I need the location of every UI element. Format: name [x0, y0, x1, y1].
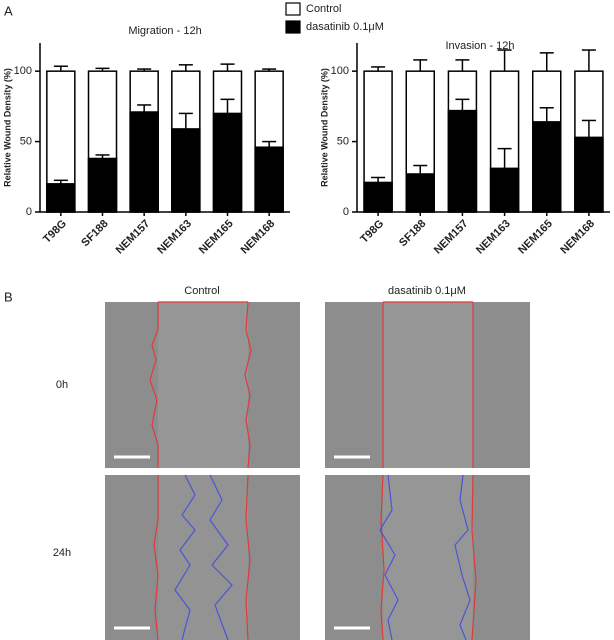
bar — [212, 112, 243, 213]
y-tick-label: 0 — [26, 206, 32, 218]
bar — [171, 128, 201, 213]
x-tick-label: NEM168 — [558, 218, 597, 257]
wound-outline — [382, 301, 474, 468]
y-axis-label: Relative Wound Density (%) — [319, 68, 329, 187]
bar — [532, 121, 562, 213]
x-tick-label: NEM163 — [155, 218, 194, 257]
legend-label: dasatinib 0.1μM — [306, 21, 384, 33]
column-title: Control — [184, 285, 219, 297]
chart-title: Invasion - 12h — [445, 40, 514, 52]
bar — [447, 109, 478, 213]
x-tick-label: NEM157 — [432, 218, 471, 257]
wound-area — [383, 302, 473, 468]
chart-title: Migration - 12h — [128, 25, 201, 37]
bar — [129, 111, 159, 213]
legend-swatch — [285, 20, 301, 34]
column-title: dasatinib 0.1μM — [388, 285, 466, 297]
bar — [254, 146, 284, 213]
x-tick-label: SF188 — [79, 218, 110, 249]
y-tick-label: 50 — [20, 135, 32, 147]
bar — [363, 181, 393, 213]
wound-area — [158, 302, 248, 468]
panel-label: A — [4, 3, 13, 18]
micrograph-grid — [105, 301, 530, 640]
x-tick-label: NEM165 — [516, 218, 555, 257]
y-axis-label: Relative Wound Density (%) — [2, 68, 12, 187]
x-tick-label: NEM163 — [474, 218, 513, 257]
panel-label: B — [4, 289, 13, 304]
legend-label: Control — [306, 3, 341, 15]
y-tick-label: 100 — [331, 65, 349, 77]
y-tick-label: 50 — [337, 135, 349, 147]
bar — [574, 136, 604, 213]
y-tick-label: 0 — [343, 206, 349, 218]
bar — [405, 173, 435, 213]
wound-outline — [153, 474, 251, 640]
x-tick-label: NEM165 — [197, 218, 236, 257]
row-title: 0h — [56, 379, 68, 391]
wound-outline — [149, 301, 252, 469]
x-tick-label: NEM168 — [239, 218, 278, 257]
migration-front — [174, 474, 233, 640]
y-tick-label: 100 — [14, 65, 32, 77]
legend-swatch — [285, 2, 301, 16]
x-tick-label: T98G — [358, 218, 386, 246]
bar — [489, 167, 520, 213]
row-title: 24h — [53, 547, 71, 559]
x-tick-label: SF188 — [397, 218, 428, 249]
x-tick-label: NEM157 — [114, 218, 153, 257]
x-tick-label: T98G — [41, 218, 69, 246]
migration-front — [379, 474, 471, 640]
wound-outline — [380, 474, 477, 640]
wound-area — [158, 475, 248, 640]
bar — [87, 157, 118, 213]
bar — [46, 183, 76, 213]
